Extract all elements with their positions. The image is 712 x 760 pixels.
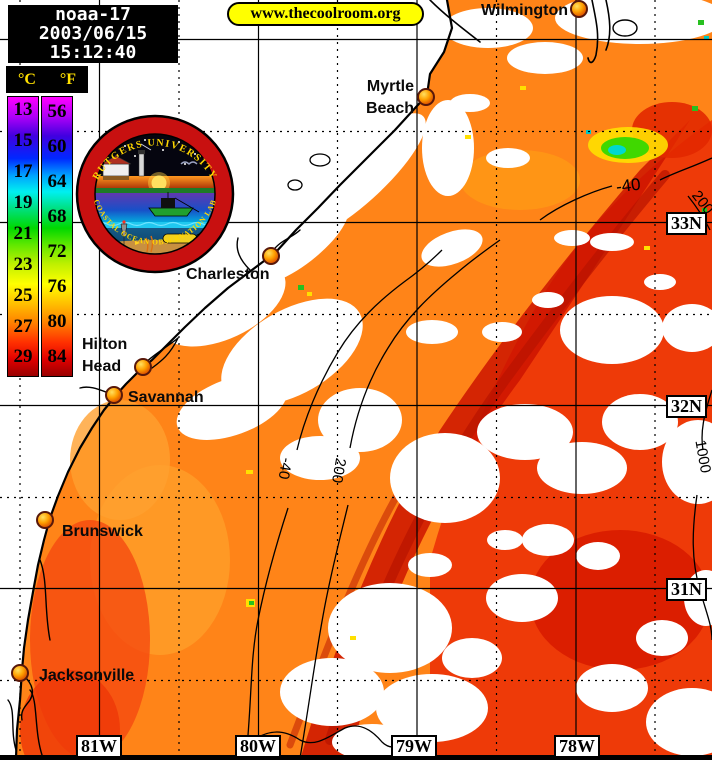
pass-time: 15:12:40 xyxy=(49,42,137,63)
city-label-savannah: Savannah xyxy=(128,389,204,406)
longitude-label-80w: 80W xyxy=(235,735,281,758)
contour-label-minus40: -40 xyxy=(614,174,642,197)
scale-tick: 13 xyxy=(13,99,33,120)
scale-tick: 21 xyxy=(13,223,33,244)
city-label-wilmington: Wilmington xyxy=(481,2,568,19)
celsius-unit-label: °C xyxy=(17,70,36,88)
scale-tick: 56 xyxy=(47,101,67,122)
longitude-label-78w: 78W xyxy=(554,735,600,758)
scale-tick: 19 xyxy=(13,192,33,213)
scale-tick: 64 xyxy=(47,171,67,192)
city-marker-savannah xyxy=(105,386,123,404)
scale-tick: 84 xyxy=(47,346,67,367)
city-label-jacksonville: Jacksonville xyxy=(39,667,135,684)
city-label-hilton-head: Hilton Head xyxy=(82,336,128,375)
bottom-border xyxy=(0,755,712,760)
fahrenheit-unit-label: °F xyxy=(59,70,77,88)
longitude-label-79w: 79W xyxy=(391,735,437,758)
latitude-label-33n: 33N xyxy=(666,212,707,235)
bathymetry-contours xyxy=(245,157,712,759)
celsius-colorbar: 13 15 17 19 21 23 25 27 29 xyxy=(7,96,39,377)
pass-date: 2003/06/15 xyxy=(38,23,148,44)
rutgers-cool-logo: RUTGERS UNIVERSITY COASTAL OCEAN OBSERVA… xyxy=(75,114,235,274)
scale-tick: 80 xyxy=(47,311,67,332)
city-marker-charleston xyxy=(262,247,280,265)
scale-tick: 68 xyxy=(47,206,67,227)
scale-tick: 25 xyxy=(13,285,33,306)
city-marker-hilton-head xyxy=(134,358,152,376)
city-label-charleston: Charleston xyxy=(186,266,270,283)
scale-tick: 27 xyxy=(13,316,33,337)
scale-tick: 60 xyxy=(47,136,67,157)
scale-tick: 76 xyxy=(47,276,67,297)
city-marker-wilmington xyxy=(570,0,588,18)
satellite-info-box: noaa-17 2003/06/15 15:12:40 xyxy=(8,5,178,63)
longitude-label-81w: 81W xyxy=(76,735,122,758)
latitude-label-32n: 32N xyxy=(666,395,707,418)
city-marker-brunswick xyxy=(36,511,54,529)
scale-units-header: °C °F xyxy=(6,66,88,93)
city-marker-jacksonville xyxy=(11,664,29,682)
city-label-brunswick: Brunswick xyxy=(62,523,143,540)
site-banner-link[interactable]: www.thecoolroom.org xyxy=(227,2,424,26)
city-marker-myrtle-beach xyxy=(417,88,435,106)
seal-scene xyxy=(95,134,215,254)
scale-tick: 29 xyxy=(13,346,33,367)
cold-pixel-specks xyxy=(246,20,709,640)
latitude-label-31n: 31N xyxy=(666,578,707,601)
fahrenheit-colorbar: 56 60 64 68 72 76 80 84 xyxy=(41,96,73,377)
scale-tick: 15 xyxy=(13,130,33,151)
satellite-name: noaa-17 xyxy=(55,4,131,25)
scale-tick: 17 xyxy=(13,161,33,182)
scale-tick: 23 xyxy=(13,254,33,275)
scale-tick: 72 xyxy=(47,241,67,262)
city-label-myrtle-beach: Myrtle Beach xyxy=(365,78,414,117)
